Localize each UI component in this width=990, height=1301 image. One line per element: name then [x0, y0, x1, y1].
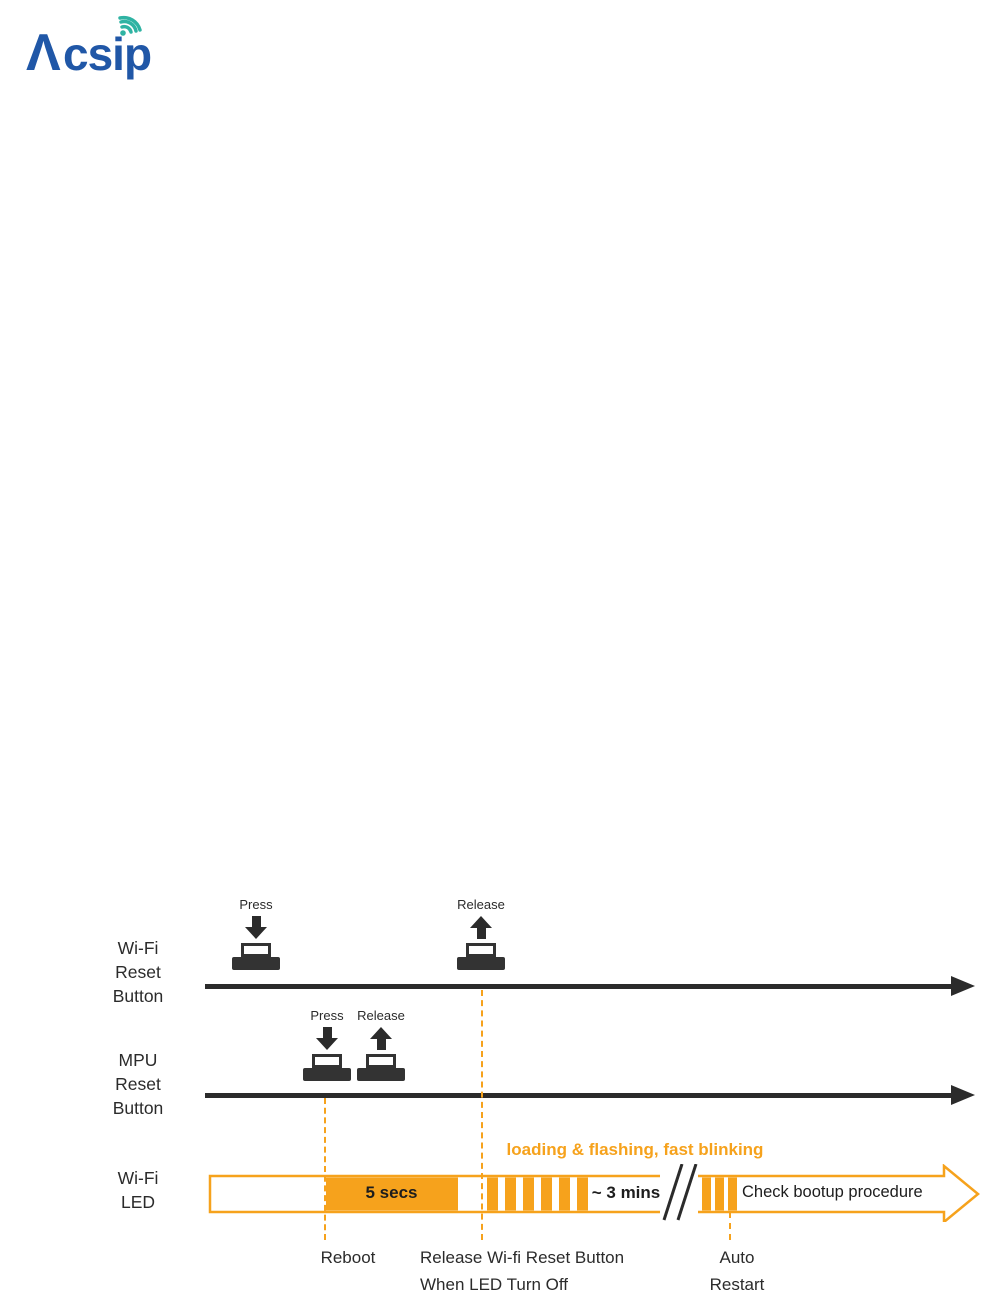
time-break-icon [662, 1164, 698, 1221]
wifi-release-group: Release [447, 897, 515, 970]
reboot-dashed-line [324, 1098, 326, 1240]
wifi-reset-timeline-arrowhead-icon [951, 976, 975, 996]
auto-restart-line1: Auto [719, 1248, 755, 1267]
press-down-arrow-icon [245, 916, 267, 939]
mpu-reset-label-line1: MPU [118, 1050, 158, 1070]
mpu-reset-timeline-arrowhead-icon [951, 1085, 975, 1105]
logo-lambda-glyph: Λ [26, 24, 61, 82]
release-annotation: Release Wi-fi Reset Button When LED Turn… [420, 1244, 660, 1298]
mpu-press-group: Press [293, 1008, 361, 1081]
reset-button-icon [457, 943, 505, 970]
wifi-press-group: Press [222, 897, 290, 970]
wifi-signal-icon [118, 15, 142, 36]
led-check-bootup-label: Check bootup procedure [742, 1183, 923, 1201]
reset-button-icon [303, 1054, 351, 1081]
mpu-press-label: Press [310, 1008, 344, 1023]
led-blink-stripes-after-break [702, 1177, 737, 1211]
wifi-release-label: Release [457, 897, 505, 912]
auto-restart-dashed-line [729, 1212, 731, 1240]
reset-button-icon [357, 1054, 405, 1081]
wifi-reset-label-line1: Wi-Fi [117, 938, 159, 958]
mpu-reset-timeline [205, 1093, 953, 1098]
led-5secs-label: 5 secs [365, 1182, 418, 1202]
auto-restart-annotation: Auto Restart [697, 1244, 777, 1298]
release-annotation-line1: Release Wi-fi Reset Button [420, 1248, 625, 1267]
release-annotation-line2: When LED Turn Off [420, 1275, 569, 1294]
reboot-annotation: Reboot [320, 1248, 376, 1267]
reset-button-icon [232, 943, 280, 970]
wifi-led-row-label: Wi-Fi LED [83, 1166, 193, 1214]
release-up-arrow-icon [470, 916, 492, 939]
press-down-arrow-icon [316, 1027, 338, 1050]
mpu-reset-label-line3: Button [112, 1098, 164, 1118]
wifi-reset-label-line2: Reset [115, 962, 161, 982]
wifi-led-bar [208, 1164, 980, 1222]
release-dashed-line [481, 990, 483, 1240]
wifi-led-label-line1: Wi-Fi [117, 1168, 159, 1188]
wifi-press-label: Press [239, 897, 273, 912]
wifi-reset-timeline [205, 984, 953, 989]
mpu-release-group: Release [347, 1008, 415, 1081]
auto-restart-line2: Restart [709, 1275, 765, 1294]
release-up-arrow-icon [370, 1027, 392, 1050]
wifi-reset-label-line3: Button [112, 986, 164, 1006]
acsip-logo: Λ csip [26, 15, 152, 82]
logo-wordmark: csip [63, 28, 151, 80]
mpu-reset-label-line2: Reset [115, 1074, 161, 1094]
led-solid-segment [326, 1177, 458, 1211]
wifi-reset-row-label: Wi-Fi Reset Button [83, 936, 193, 1008]
mpu-reset-row-label: MPU Reset Button [83, 1048, 193, 1120]
mpu-release-label: Release [357, 1008, 405, 1023]
led-3mins-label: ~ 3 mins [591, 1182, 661, 1202]
led-blink-stripes [487, 1177, 588, 1211]
led-loading-note: loading & flashing, fast blinking [506, 1140, 764, 1159]
wifi-led-label-line2: LED [120, 1192, 156, 1212]
